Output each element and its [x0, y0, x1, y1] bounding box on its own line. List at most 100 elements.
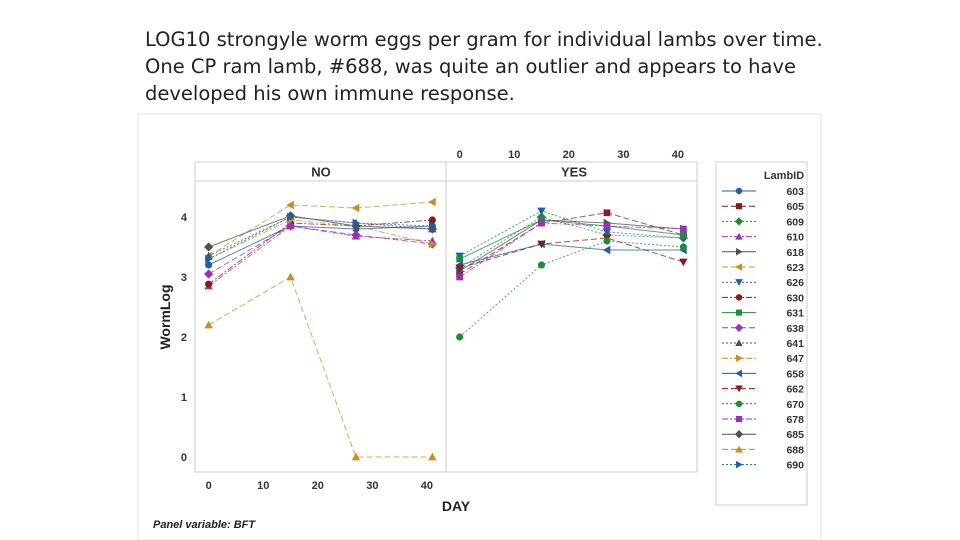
series-line-662 [459, 237, 684, 269]
data-point-670-27 [603, 237, 611, 245]
legend-item-658: 658 [722, 368, 804, 380]
series-line-609 [459, 216, 684, 269]
panel-variable-note: Panel variable: BFT [153, 519, 256, 531]
data-point-670-15 [537, 261, 546, 269]
data-point-603-0 [205, 261, 213, 269]
data-point-638-27 [351, 230, 361, 240]
legend-marker [735, 232, 743, 240]
data-point-638-0 [204, 269, 214, 279]
legend-label: 670 [786, 399, 804, 411]
series-line-688 [208, 276, 433, 458]
legend-label: 626 [786, 277, 804, 289]
legend-label: 647 [786, 353, 804, 365]
x-tick-label-top: 40 [672, 149, 684, 161]
y-axis-title: WormLog [157, 284, 173, 349]
data-point-631-41 [679, 231, 687, 239]
x-tick-label-bottom: 40 [421, 480, 433, 492]
data-point-623-27 [351, 203, 360, 213]
legend-marker [735, 415, 743, 423]
series-line-631 [459, 219, 684, 260]
legend-label: 623 [786, 262, 804, 274]
x-tick-label-top: 30 [617, 149, 629, 161]
legend-marker [735, 248, 743, 256]
data-point-678-27 [603, 222, 611, 230]
series-line-678 [459, 222, 684, 278]
legend-item-631: 631 [722, 308, 804, 320]
data-point-658-27 [602, 245, 611, 255]
data-point-690-15 [287, 212, 295, 222]
series-line-618 [459, 219, 684, 272]
legend-box [715, 161, 808, 506]
panel-no-label: NO [311, 165, 331, 180]
data-point-631-0 [456, 255, 464, 263]
panel-yes-strip [445, 161, 698, 182]
data-point-623-15 [286, 200, 294, 210]
series-line-610 [208, 225, 433, 287]
legend-item-662: 662 [722, 384, 804, 396]
data-point-623-41 [428, 197, 436, 207]
legend-marker [735, 369, 743, 378]
series-line-647 [208, 219, 433, 260]
legend-marker [735, 187, 743, 195]
series-line-605 [459, 212, 684, 275]
data-point-626-15 [537, 207, 546, 216]
data-point-647-41 [428, 239, 437, 249]
series-line-641 [208, 216, 433, 257]
x-tick-label-bottom: 30 [366, 480, 378, 492]
data-point-662-41 [679, 258, 688, 267]
legend-marker [735, 294, 743, 301]
legend-label: 678 [786, 414, 804, 426]
legend-label: 688 [786, 444, 804, 456]
y-tick-label: 3 [181, 272, 187, 284]
legend-label: 605 [786, 201, 804, 213]
legend-label: 609 [786, 216, 804, 228]
data-point-688-41 [428, 452, 437, 461]
data-point-605-27 [603, 209, 611, 217]
legend-item-603: 603 [722, 186, 804, 198]
data-point-626-27 [602, 228, 612, 237]
legend-item-690: 690 [722, 460, 804, 472]
legend-title: LambID [764, 170, 804, 182]
legend-label: 610 [786, 232, 804, 244]
series-line-670 [459, 240, 684, 338]
legend-marker [735, 263, 743, 271]
legend-item-618: 618 [722, 247, 804, 259]
y-tick-label: 0 [181, 452, 187, 464]
legend-item-678: 678 [722, 414, 804, 426]
legend-label: 618 [786, 247, 804, 259]
x-tick-label-top: 10 [508, 149, 520, 161]
data-point-688-15 [286, 272, 295, 281]
data-point-690-0 [205, 254, 213, 264]
slide-caption: LOG10 strongyle worm eggs per gram for i… [145, 28, 823, 105]
x-tick-label-top: 0 [457, 149, 463, 161]
legend-marker [735, 460, 743, 469]
panel-no-frame [194, 161, 447, 473]
legend-label: 662 [786, 384, 804, 396]
data-point-662-0 [455, 264, 464, 273]
legend-marker [735, 279, 743, 286]
data-point-690-41 [428, 221, 437, 231]
legend-item-638: 638 [722, 323, 804, 335]
data-point-630-0 [205, 280, 213, 288]
y-tick-label: 2 [181, 332, 187, 344]
data-point-678-0 [456, 273, 464, 281]
legend-item-610: 610 [722, 232, 804, 244]
legend-label: 638 [786, 323, 804, 335]
x-tick-label-bottom: 10 [257, 480, 269, 492]
series-line-690 [208, 216, 433, 260]
legend-item-626: 626 [722, 277, 804, 289]
legend-item-641: 641 [722, 338, 804, 350]
data-point-688-0 [204, 320, 213, 329]
legend-item-630: 630 [722, 292, 804, 304]
legend-label: 630 [786, 292, 804, 304]
legend-label: 690 [786, 460, 804, 472]
data-point-685-0 [204, 242, 214, 252]
legend-item-605: 605 [722, 201, 804, 213]
panel-yes-label: YES [561, 165, 587, 180]
panel-yes-plot [455, 207, 688, 341]
data-point-678-15 [538, 219, 545, 227]
data-point-678-41 [679, 225, 687, 233]
legend-marker [735, 354, 743, 362]
